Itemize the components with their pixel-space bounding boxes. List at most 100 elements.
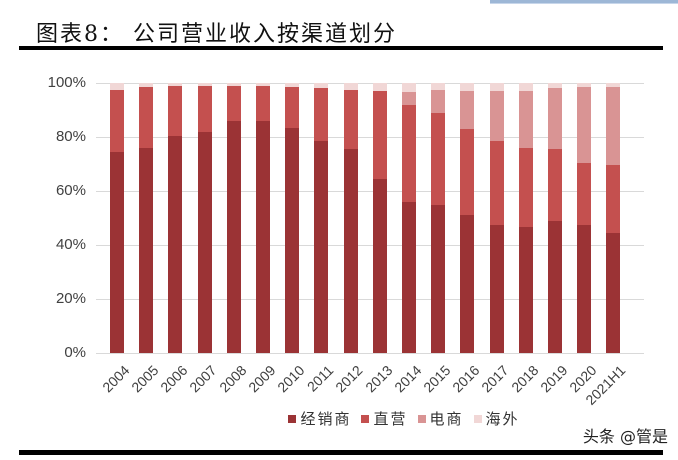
x-tick-label: 2006 <box>157 362 191 396</box>
y-tick-label: 80% <box>55 128 86 145</box>
legend: 经销商 直营 电商 海外 <box>0 408 678 429</box>
bar-segment <box>256 120 270 353</box>
legend-item: 直营 <box>361 408 407 429</box>
bar-segment <box>314 83 329 89</box>
bar-segment <box>343 149 358 353</box>
legend-swatch-icon <box>288 414 297 423</box>
bar-segment <box>110 89 124 152</box>
gridline <box>96 299 644 300</box>
bar-segment <box>460 91 475 129</box>
bar-segment <box>518 227 533 353</box>
x-tick-label: 2009 <box>244 362 279 396</box>
bar-2012 <box>343 83 358 353</box>
x-tick-label: 2018 <box>507 362 542 396</box>
bar-2014 <box>402 83 416 353</box>
bar-segment <box>168 85 183 136</box>
bar-2011 <box>314 83 329 353</box>
bottom-divider <box>19 450 663 455</box>
x-tick-label: 2012 <box>332 362 366 396</box>
bar-2007 <box>197 83 212 353</box>
bar-segment <box>577 87 592 163</box>
gridline <box>96 137 644 138</box>
bar-segment <box>197 85 212 132</box>
bar-segment <box>402 201 416 353</box>
bar-2013 <box>372 83 387 353</box>
bar-segment <box>139 83 154 88</box>
x-tick-label: 2014 <box>390 362 425 396</box>
bar-segment <box>314 141 329 353</box>
bar-segment <box>431 83 446 90</box>
bar-segment <box>460 83 475 92</box>
bar-segment <box>460 215 475 353</box>
bar-2008 <box>226 83 241 353</box>
gridline <box>96 245 644 246</box>
bar-segment <box>518 83 533 92</box>
bar-segment <box>197 131 212 353</box>
legend-swatch-icon <box>417 414 426 423</box>
bar-2017 <box>489 83 504 353</box>
watermark: 头条 @管是 <box>582 427 668 446</box>
bar-segment <box>168 135 183 353</box>
legend-label: 电商 <box>429 410 464 428</box>
bar-segment <box>372 91 387 179</box>
bar-segment <box>606 83 621 88</box>
bar-segment <box>460 128 475 216</box>
gridline <box>96 191 644 192</box>
bar-segment <box>256 83 270 86</box>
legend-label: 经销商 <box>300 410 352 428</box>
top-table-edge <box>490 0 678 4</box>
bar-segment <box>548 83 562 89</box>
bar-2006 <box>168 83 183 353</box>
bar-2018 <box>518 83 533 353</box>
y-tick-label: 0% <box>64 344 86 361</box>
bar-2005 <box>139 83 154 353</box>
x-tick-label: 2015 <box>420 362 454 396</box>
bar-segment <box>577 83 592 88</box>
bar-segment <box>402 92 416 105</box>
bar-segment <box>285 83 300 88</box>
bar-segment <box>606 87 621 166</box>
bar-segment <box>314 88 329 142</box>
legend-swatch-icon <box>473 414 482 423</box>
bar-segment <box>606 165 621 233</box>
legend-item: 经销商 <box>288 408 351 429</box>
bar-2004 <box>110 83 124 353</box>
bar-segment <box>372 178 387 353</box>
title-divider <box>19 46 663 50</box>
bar-segment <box>256 85 270 121</box>
bar-segment <box>285 87 300 128</box>
legend-label: 海外 <box>485 410 520 428</box>
legend-item: 电商 <box>417 408 464 429</box>
bar-segment <box>431 89 446 113</box>
bar-2015 <box>431 83 446 353</box>
legend-swatch-icon <box>361 414 370 423</box>
x-tick-label: 2010 <box>274 362 308 396</box>
x-tick-label: 2007 <box>186 362 220 396</box>
x-tick-label: 2008 <box>215 362 250 396</box>
bar-segment <box>402 104 416 202</box>
bar-segment <box>168 83 183 86</box>
bar-2016 <box>460 83 475 353</box>
x-tick-label: 2016 <box>449 362 483 396</box>
bar-segment <box>518 147 533 228</box>
x-tick-label: 2004 <box>98 362 133 396</box>
bar-segment <box>548 220 562 353</box>
y-tick-label: 60% <box>55 182 86 199</box>
bar-segment <box>577 224 592 353</box>
bar-segment <box>489 91 504 142</box>
bar-segment <box>343 89 358 150</box>
gridline <box>96 353 644 354</box>
legend-label: 直营 <box>373 410 408 428</box>
bar-segment <box>226 85 241 121</box>
bar-2021H1 <box>606 83 621 353</box>
bar-segment <box>402 83 416 93</box>
bar-segment <box>489 224 504 353</box>
bar-2010 <box>285 83 300 353</box>
bar-2020 <box>577 83 592 353</box>
x-tick-label: 2019 <box>536 362 571 396</box>
bar-segment <box>489 141 504 225</box>
y-tick-label: 100% <box>47 74 86 91</box>
y-tick-label: 20% <box>55 290 86 307</box>
chart-title: 图表8： 公司营业收入按渠道划分 <box>36 22 397 47</box>
bar-segment <box>489 83 504 92</box>
